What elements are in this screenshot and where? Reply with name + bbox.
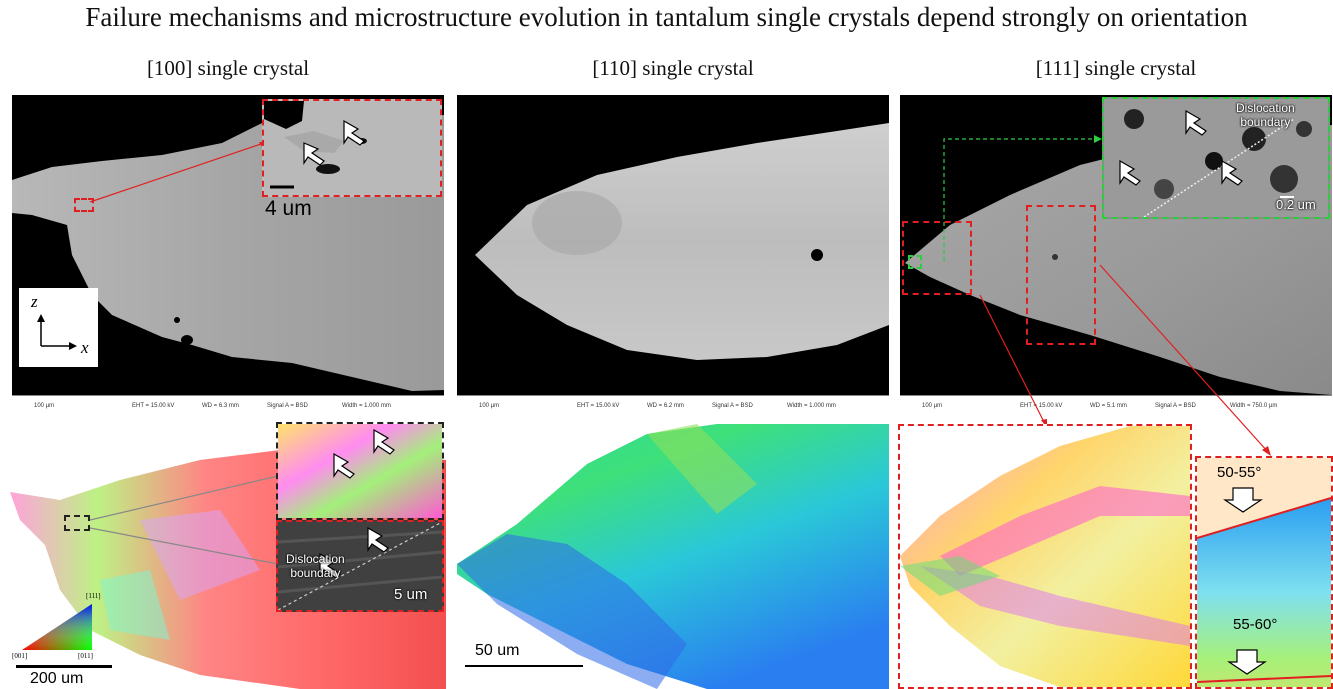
axis-x-label: x — [81, 338, 89, 357]
infobar-eht: EHT = 15.00 kV — [132, 403, 175, 409]
scale-label-50: 50 um — [475, 642, 520, 659]
ebsd-specimen-111-b — [1197, 458, 1331, 687]
region-marker-111-red-a — [902, 221, 972, 295]
ipf-label-001: [001] — [12, 652, 28, 660]
inset-100-sem — [262, 99, 442, 197]
inset-111-scale-label: 0.2 um — [1276, 197, 1316, 212]
infobar-signal: Signal A = BSD — [1155, 403, 1196, 409]
figure-title: Failure mechanisms and microstructure ev… — [85, 2, 1248, 32]
ebsd-specimen-110 — [457, 424, 889, 689]
infobar-scale: 100 µm — [34, 403, 55, 409]
infobar-signal: Signal A = BSD — [267, 403, 308, 409]
region-marker-111-green — [908, 255, 922, 269]
axis-z-label: z — [31, 292, 38, 311]
column-title-100: [100] single crystal — [146, 56, 310, 80]
axes-indicator-box: z x — [19, 288, 98, 367]
ipf-color-key — [22, 604, 92, 650]
infobar-eht: EHT = 15.00 kV — [1020, 403, 1063, 409]
infobar-width: Width = 1.000 mm — [342, 403, 391, 409]
region-marker-111-red-b — [1026, 205, 1096, 345]
angle-label-55-60: 55-60° — [1233, 616, 1278, 633]
angle-label-50-55: 50-55° — [1217, 464, 1262, 481]
ebsd-map-111-a — [898, 424, 1192, 689]
infobar-wd: WD = 6.2 mm — [647, 403, 684, 409]
column-title-110: [110] single crystal — [592, 56, 754, 80]
ebsd-map-100: Dislocation boundary 5 um [111] [001] [0… — [0, 420, 446, 689]
inset-100-bse: Dislocation boundary 5 um — [276, 520, 444, 612]
sem-specimen-110 — [475, 123, 889, 360]
inset-111-sem: Dislocation boundary 0.2 um — [1102, 97, 1330, 219]
ebsd-specimen-111-a — [900, 426, 1190, 687]
region-marker-100 — [74, 198, 94, 212]
ebsd-map-111-b: 50-55° 55-60° — [1195, 456, 1333, 689]
sem-infobar-110: 100 µm EHT = 15.00 kV WD = 6.2 mm Signal… — [457, 395, 889, 417]
sem-infobar-100: 100 µm EHT = 15.00 kV WD = 6.3 mm Signal… — [12, 395, 444, 417]
region-marker-100-ebsd — [64, 515, 90, 531]
inset-100-ipf — [276, 422, 444, 520]
infobar-signal: Signal A = BSD — [712, 403, 753, 409]
ipf-label-011: [011] — [78, 652, 93, 660]
scale-bar-200 — [16, 665, 112, 668]
infobar-width: Width = 1.000 mm — [787, 403, 836, 409]
ebsd-map-110: 50 um — [457, 424, 889, 689]
scale-bar-50 — [465, 665, 583, 667]
inset-100-ebsd-scale-label: 5 um — [394, 586, 428, 603]
ipf-label-111: [111] — [86, 592, 101, 600]
sem-infobar-111: 100 µm EHT = 15.00 kV WD = 5.1 mm Signal… — [900, 395, 1332, 417]
sem-image-111: Dislocation boundary 0.2 um 100 µm EHT =… — [900, 95, 1332, 417]
infobar-wd: WD = 6.3 mm — [202, 403, 239, 409]
sem-image-110: 100 µm EHT = 15.00 kV WD = 6.2 mm Signal… — [457, 95, 889, 417]
inset-100-scale-label: 4 um — [265, 197, 312, 220]
infobar-scale: 100 µm — [922, 403, 943, 409]
infobar-scale: 100 µm — [479, 403, 500, 409]
column-title-111: [111] single crystal — [1035, 56, 1197, 80]
sem-image-100: z x 4 um 100 µm EHT = 15.00 kV WD = 6.3 … — [12, 95, 444, 417]
scale-label-200: 200 um — [30, 670, 84, 687]
infobar-wd: WD = 5.1 mm — [1090, 403, 1127, 409]
infobar-eht: EHT = 15.00 kV — [577, 403, 620, 409]
dislocation-boundary-label-111: Dislocation boundary — [1236, 101, 1295, 129]
infobar-width: Width = 750.0 µm — [1230, 403, 1278, 409]
dislocation-boundary-label-100: Dislocation boundary — [286, 552, 345, 580]
